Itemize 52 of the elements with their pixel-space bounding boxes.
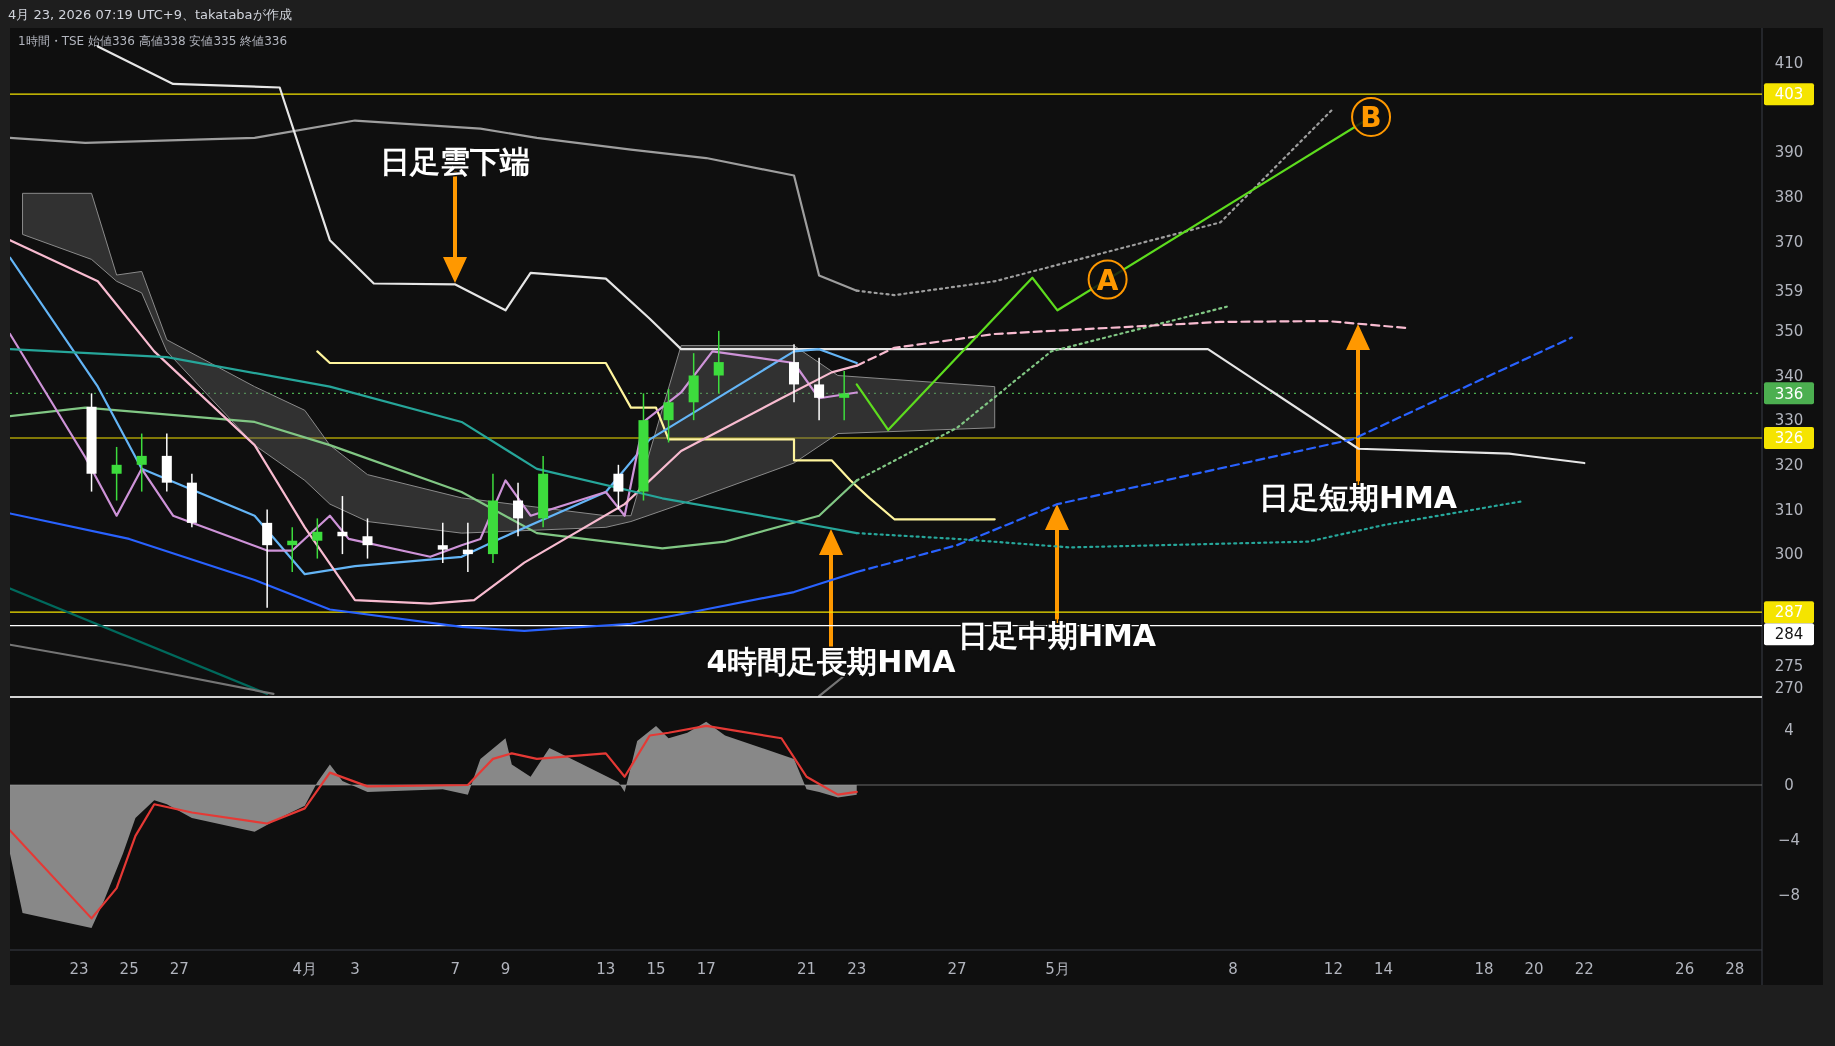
y-tick-label: 275 (1774, 656, 1804, 675)
y-tick-label: 4 (1784, 721, 1794, 740)
y-tick-label: 359 (1774, 281, 1804, 300)
ref-line-label: 403 (1774, 85, 1804, 104)
annotation: 日足雲下端 (380, 143, 530, 179)
y-tick-label: 340 (1774, 366, 1804, 385)
x-tick-label: 9 (500, 960, 511, 978)
x-tick-label: 12 (1323, 960, 1343, 978)
ref-line-label: 326 (1774, 429, 1804, 448)
y-tick-label: 330 (1774, 411, 1804, 430)
annotation: 日足短期HMA (1258, 479, 1458, 515)
y-tick-label: 310 (1774, 500, 1804, 519)
annotation: 4時間足長期HMA (706, 643, 957, 679)
y-tick-label: 370 (1774, 232, 1804, 251)
x-tick-label: 22 (1574, 960, 1594, 978)
ref-line-label: 284 (1774, 625, 1804, 644)
y-tick-label: 0 (1784, 776, 1794, 795)
x-tick-label: 4月 (292, 960, 318, 978)
x-tick-label: 23 (847, 960, 867, 978)
x-tick-label: 7 (450, 960, 461, 978)
y-tick-label: 350 (1774, 322, 1804, 341)
ref-line-label: 336 (1774, 384, 1804, 403)
x-tick-label: 26 (1675, 960, 1695, 978)
y-tick-label: 380 (1774, 188, 1804, 207)
x-tick-label: 23 (69, 960, 89, 978)
x-tick-label: 20 (1524, 960, 1544, 978)
y-tick-label: 390 (1774, 143, 1804, 162)
x-tick-label: 8 (1228, 960, 1238, 978)
y-tick-label: 270 (1774, 679, 1804, 698)
annotation: A (1096, 263, 1119, 297)
x-tick-label: 27 (169, 960, 189, 978)
x-tick-label: 18 (1474, 960, 1494, 978)
annotation: 日足中期HMA (957, 617, 1157, 653)
x-tick-label: 13 (596, 960, 616, 978)
x-tick-label: 14 (1374, 960, 1394, 978)
x-tick-label: 17 (696, 960, 716, 978)
chart-subtitle: 1時間・TSE 始値336 高値338 安値335 終値336 (18, 34, 288, 48)
ref-line-label: 287 (1774, 603, 1804, 622)
x-tick-label: 28 (1725, 960, 1745, 978)
y-tick-label: −8 (1777, 886, 1801, 905)
y-tick-label: 300 (1774, 545, 1804, 564)
chart-title: 4月 23, 2026 07:19 UTC+9、takatabaが作成 (8, 7, 292, 22)
y-tick-label: 410 (1774, 54, 1804, 73)
annotation: B (1360, 101, 1382, 135)
x-tick-label: 3 (350, 960, 360, 978)
x-tick-label: 5月 (1045, 960, 1070, 978)
x-tick-label: 27 (947, 960, 967, 978)
x-tick-label: 21 (797, 960, 817, 978)
x-tick-label: 25 (119, 960, 139, 978)
y-tick-label: 320 (1774, 456, 1804, 475)
y-tick-label: −4 (1777, 831, 1801, 850)
x-tick-label: 15 (646, 960, 666, 978)
